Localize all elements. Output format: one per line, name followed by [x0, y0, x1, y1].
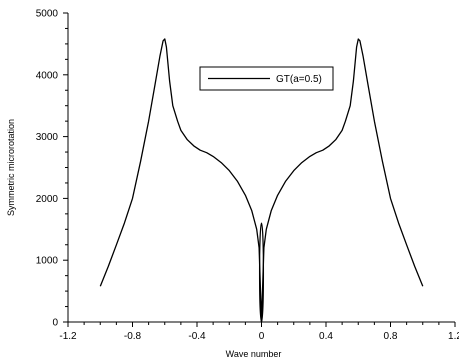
x-tick-label: -0.4 — [188, 331, 206, 342]
y-tick-label: 4000 — [36, 70, 59, 81]
x-tick-label: 0.8 — [384, 331, 398, 342]
y-tick-label: 3000 — [36, 132, 59, 143]
y-tick-label: 5000 — [36, 9, 59, 20]
x-axis-title: Wave number — [226, 349, 282, 359]
x-tick-label: -0.8 — [124, 331, 142, 342]
legend-label: GT(a=0.5) — [276, 74, 322, 85]
center-loop — [258, 222, 265, 323]
y-tick-label: 2000 — [36, 194, 59, 205]
y-axis-title: Symmetric microrotation — [6, 119, 16, 216]
x-tick-label: 1.2 — [448, 331, 459, 342]
y-tick-label: 1000 — [36, 256, 59, 267]
y-tick-label: 0 — [52, 318, 58, 329]
x-tick-label: -1.2 — [59, 331, 77, 342]
x-tick-label: 0 — [259, 331, 265, 342]
x-tick-label: 0.4 — [319, 331, 333, 342]
